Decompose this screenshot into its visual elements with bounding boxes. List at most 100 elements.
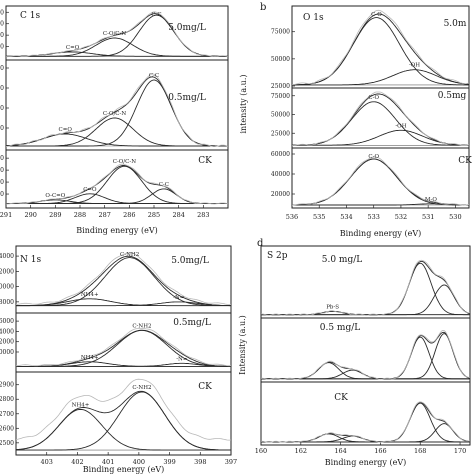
panel-tag: b	[260, 2, 266, 13]
subplot-3: 2900 2800 2700 2600 2500 NH4+ C-NH2 CK	[0, 378, 232, 451]
subplot-1: Pb-S 5.0 mg/L	[261, 255, 471, 316]
fit-peak--OH	[292, 69, 469, 86]
x-axis-label: Binding energy (eV)	[83, 465, 164, 474]
panel-2: 536 535 534 533 532 531 530 Binding energy (eV)…	[239, 2, 472, 238]
x-tick-label: 533	[367, 213, 379, 221]
raw-spectrum	[15, 252, 231, 305]
subplot-1: 75000 50000 25000 C-O -OH 5.0m	[271, 9, 470, 90]
y-tick-label: 0000	[0, 191, 4, 198]
y-tick-label: 14000	[0, 328, 14, 335]
peak-label: C-O/C-N	[103, 111, 126, 117]
x-tick-label: 283	[197, 211, 209, 219]
fit-peak--N=	[16, 362, 231, 367]
fit-envelope	[16, 255, 231, 307]
y-tick-label: 60000	[271, 151, 290, 158]
subplot-1: 0000 0000 0000 0000 C=O C-O/C-N C-C 5.0mg/L	[0, 9, 229, 58]
panel-4: 160 162 164 166 168 170 Binding energy (eV) Int…	[238, 238, 471, 467]
peak-label: C=O	[83, 187, 97, 193]
x-tick-label: 530	[449, 213, 461, 221]
x-tick-label: 289	[49, 211, 61, 219]
sample-label: 5.0 mg/L	[322, 255, 363, 265]
sample-label: CK	[198, 156, 212, 166]
y-tick-label: 4000	[0, 167, 4, 174]
x-tick-label: 287	[98, 211, 110, 219]
peak-label: NH4+	[72, 402, 90, 408]
x-tick-label: 536	[286, 213, 298, 221]
sample-label: CK	[198, 382, 212, 392]
fit-envelope	[5, 76, 228, 147]
fit-envelope	[6, 165, 228, 205]
peak-label: C-NH2	[132, 323, 151, 329]
fit-peak-C-NH2	[16, 329, 231, 367]
x-tick-label: 535	[313, 213, 325, 221]
fit-envelope	[292, 158, 469, 206]
y-tick-label: 75000	[271, 29, 290, 36]
fit-envelope	[292, 93, 469, 146]
y-tick-label: 0000	[0, 85, 4, 92]
x-tick-label: 286	[123, 211, 135, 219]
x-tick-label: 534	[340, 213, 352, 221]
element-label: O 1s	[303, 13, 324, 23]
element-label: C 1s	[20, 11, 40, 21]
peak-label: C-O	[368, 154, 379, 160]
subplot-2: 16000 14000 12000 10000 NH4+ C-NH2 -N= 0.5mg/L	[0, 318, 231, 367]
fit-envelope	[261, 402, 471, 443]
y-tick-label: 2700	[0, 411, 14, 418]
y-tick-label: 2500	[0, 440, 14, 447]
x-tick-label: 400	[133, 458, 145, 466]
peak-label: C-C	[149, 73, 159, 79]
peak-label: NH4+	[81, 355, 99, 361]
y-tick-label: 12000	[0, 339, 14, 346]
raw-spectrum	[261, 259, 471, 316]
x-tick-label: 285	[148, 211, 160, 219]
x-tick-label: 168	[414, 447, 426, 455]
y-tick-label: 50000	[271, 56, 290, 63]
y-tick-label: 2000	[0, 179, 4, 186]
y-tick-label: 20000	[271, 191, 290, 198]
fit-envelope	[292, 13, 470, 86]
y-tick-label: 2900	[0, 382, 14, 389]
peak-label: C=O	[66, 45, 80, 51]
raw-spectrum	[5, 163, 229, 205]
fit-peak-M-O	[292, 203, 469, 206]
fit-peak-component	[261, 362, 470, 380]
panel-frame	[291, 5, 470, 209]
y-axis-label: Intensity (a.u.)	[238, 315, 247, 375]
subplot-3: 6000 4000 2000 0000 O-C=O C=O C-O/C-N C-C CK	[0, 155, 229, 205]
sample-label: 5.0mg/L	[171, 256, 209, 266]
y-tick-label: 0000	[0, 44, 4, 51]
sample-label: 0.5mg/L	[168, 93, 206, 103]
fit-peak-C-O	[292, 158, 469, 206]
peak-label: C-C	[151, 12, 161, 18]
x-tick-label: 403	[41, 458, 53, 466]
y-tick-label: 10000	[0, 284, 14, 291]
panel-3: 403 402 401 400 399 398 397 Binding energy (eV)…	[0, 245, 237, 474]
fit-peak-component	[261, 336, 470, 380]
peak-label: C-O/C-N	[113, 159, 136, 165]
x-tick-label: 398	[194, 458, 206, 466]
x-tick-label: 164	[334, 447, 346, 455]
x-tick-label: 288	[74, 211, 86, 219]
y-tick-label: 14000	[0, 253, 14, 260]
y-tick-label: 2800	[0, 396, 14, 403]
peak-label: -OH	[409, 63, 420, 69]
fit-peak-component	[261, 333, 471, 380]
y-tick-label: 8000	[0, 299, 14, 306]
sample-label: 0.5mg	[438, 91, 467, 101]
raw-spectrum	[15, 328, 231, 367]
sample-label: 0.5 mg/L	[320, 323, 361, 333]
sample-label: 5.0m	[444, 19, 467, 29]
raw-spectrum	[15, 378, 232, 441]
x-tick-label: 399	[163, 458, 175, 466]
sample-label: CK	[458, 156, 472, 166]
fit-peak-C-NH2	[16, 391, 231, 451]
x-axis-label: Binding energy (eV)	[340, 229, 421, 238]
x-tick-label: 290	[24, 211, 36, 219]
y-tick-label: 10000	[0, 349, 14, 356]
raw-spectrum	[292, 9, 470, 86]
raw-spectrum	[5, 11, 229, 58]
peak-label: -N=	[173, 295, 185, 301]
x-tick-label: 160	[255, 447, 267, 455]
x-tick-label: 532	[395, 213, 407, 221]
